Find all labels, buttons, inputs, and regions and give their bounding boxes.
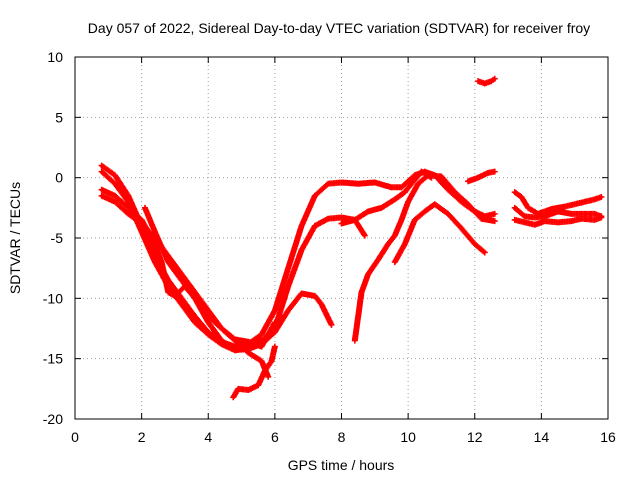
x-tick-label: 16 xyxy=(600,429,616,445)
series-markers xyxy=(98,168,368,354)
x-tick-label: 12 xyxy=(467,429,483,445)
x-tick-label: 6 xyxy=(271,429,279,445)
x-tick-label: 4 xyxy=(204,429,212,445)
series-track-9 xyxy=(391,201,488,266)
series-markers xyxy=(98,186,335,354)
y-tick-label: -5 xyxy=(51,230,64,246)
series-track-8 xyxy=(338,168,435,227)
series-track-6 xyxy=(230,343,278,401)
y-tick-label: -10 xyxy=(43,290,63,306)
series-track-10 xyxy=(465,168,498,185)
series-markers xyxy=(511,214,605,228)
y-tick-label: 0 xyxy=(55,170,63,186)
chart-title: Day 057 of 2022, Sidereal Day-to-day VTE… xyxy=(88,20,590,36)
series-markers xyxy=(351,172,498,344)
series-track-13 xyxy=(511,204,605,221)
y-tick-label: 5 xyxy=(55,109,63,125)
series-markers xyxy=(141,204,278,350)
y-axis-label: SDTVAR / TECUs xyxy=(7,182,23,294)
series-track-5 xyxy=(141,204,278,350)
series-track-12 xyxy=(511,189,605,217)
series-layer xyxy=(98,75,605,401)
series-markers xyxy=(338,168,435,227)
series-markers xyxy=(511,204,605,221)
series-track-2 xyxy=(98,168,368,354)
series-track-14 xyxy=(511,214,605,228)
series-track-4 xyxy=(98,186,335,354)
x-tick-label: 8 xyxy=(338,429,346,445)
x-tick-label: 2 xyxy=(138,429,146,445)
tick-layer: 0 2 4 6 8 10 12 14 16 -20 -15 -10 -5 0 5 10 xyxy=(43,49,616,445)
x-tick-label: 0 xyxy=(71,429,79,445)
series-track-7 xyxy=(351,172,498,344)
series-markers xyxy=(465,168,498,185)
x-tick-label: 10 xyxy=(400,429,416,445)
x-axis-label: GPS time / hours xyxy=(288,457,395,473)
y-tick-label: -20 xyxy=(43,411,63,427)
series-markers xyxy=(475,75,498,87)
y-tick-label: 10 xyxy=(47,49,63,65)
series-markers xyxy=(511,189,605,217)
x-tick-label: 14 xyxy=(534,429,550,445)
y-tick-label: -15 xyxy=(43,351,63,367)
series-markers xyxy=(391,201,488,266)
series-markers xyxy=(230,343,278,401)
series-track-11 xyxy=(475,75,498,87)
